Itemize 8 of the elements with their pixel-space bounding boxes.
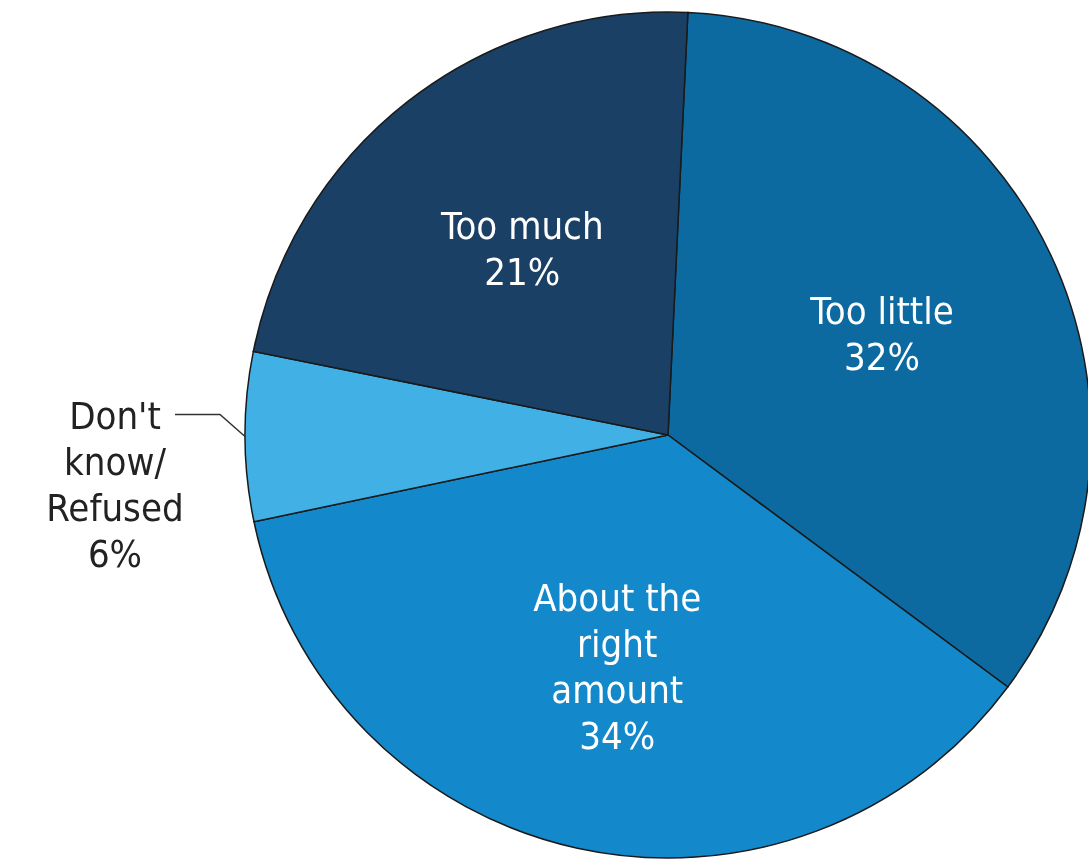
data-label: 34% (579, 714, 656, 759)
slice-label: Too little (809, 289, 954, 334)
slice-label: About the right amount (533, 576, 702, 713)
data-label: 32% (844, 335, 921, 380)
data-label: 21% (484, 250, 561, 295)
slice-label: Don't know/ Refused (46, 393, 184, 530)
data-label: 6% (87, 531, 143, 576)
slice-label: Too much (440, 204, 604, 249)
